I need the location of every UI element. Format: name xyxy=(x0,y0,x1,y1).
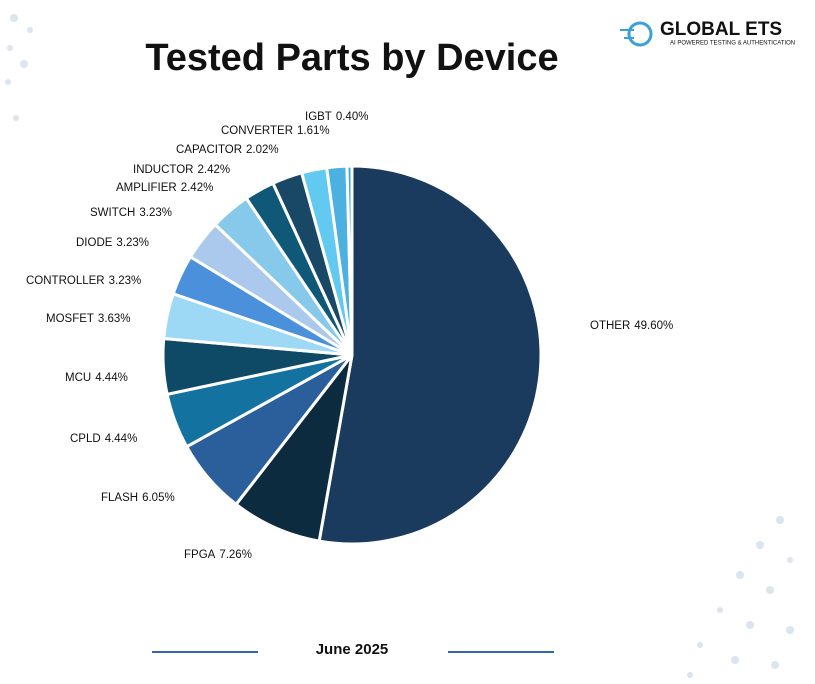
slice-label: CONTROLLER 3.23% xyxy=(26,275,141,287)
slice-category: CONVERTER xyxy=(221,125,293,137)
decor xyxy=(5,14,794,678)
chart-title: Tested Parts by Device xyxy=(145,37,558,79)
slice-value: 3.23% xyxy=(139,207,172,219)
slice-category: AMPLIFIER xyxy=(116,182,177,194)
slice-category: SWITCH xyxy=(90,207,135,219)
slice-label: MCU 4.44% xyxy=(65,372,128,384)
slice-category: IGBT xyxy=(305,111,332,123)
slice-value: 2.42% xyxy=(197,164,230,176)
slice-label: CONVERTER 1.61% xyxy=(221,125,330,137)
slice-category: INDUCTOR xyxy=(133,164,193,176)
slice-value: 1.61% xyxy=(297,125,330,137)
logo-name: GLOBAL ETS xyxy=(660,19,782,40)
slice-label: DIODE 3.23% xyxy=(76,237,149,249)
slice-category: CONTROLLER xyxy=(26,275,105,287)
slice-value: 3.63% xyxy=(98,313,131,325)
slice-category: FLASH xyxy=(101,492,138,504)
slice-label: FLASH 6.05% xyxy=(101,492,175,504)
slice-category: MCU xyxy=(65,372,91,384)
slice-label: IGBT 0.40% xyxy=(305,111,368,123)
slice-category: OTHER xyxy=(590,320,630,332)
slice-label: OTHER 49.60% xyxy=(590,320,673,332)
slice-value: 4.44% xyxy=(95,372,128,384)
slice-label: MOSFET 3.63% xyxy=(46,313,131,325)
slice-value: 7.26% xyxy=(219,549,252,561)
slice-category: DIODE xyxy=(76,237,113,249)
footer-date: June 2025 xyxy=(316,641,389,658)
slice-label: SWITCH 3.23% xyxy=(90,207,172,219)
slice-value: 0.40% xyxy=(336,111,369,123)
slice-category: FPGA xyxy=(184,549,216,561)
slice-category: MOSFET xyxy=(46,313,94,325)
logo: GLOBAL ETS AI POWERED TESTING & AUTHENTI… xyxy=(620,19,795,47)
slice-label: AMPLIFIER 2.42% xyxy=(116,182,213,194)
slice-category: CPLD xyxy=(70,433,101,445)
slice-label: INDUCTOR 2.42% xyxy=(133,164,230,176)
slice-value: 4.44% xyxy=(105,433,138,445)
slice-label: CAPACITOR 2.02% xyxy=(176,144,279,156)
slice-value: 6.05% xyxy=(142,492,175,504)
pie-slice xyxy=(317,164,543,546)
slice-value: 3.23% xyxy=(116,237,149,249)
slice-value: 2.42% xyxy=(181,182,214,194)
pie-slice xyxy=(345,164,354,356)
pie-slice xyxy=(234,354,354,543)
slice-category: CAPACITOR xyxy=(176,144,242,156)
slice-label: FPGA 7.26% xyxy=(184,549,252,561)
logo-tagline: AI POWERED TESTING & AUTHENTICATION xyxy=(670,41,795,47)
slice-label: CPLD 4.44% xyxy=(70,433,137,445)
slice-value: 49.60% xyxy=(634,320,673,332)
slice-value: 2.02% xyxy=(246,144,279,156)
slice-value: 3.23% xyxy=(109,275,142,287)
